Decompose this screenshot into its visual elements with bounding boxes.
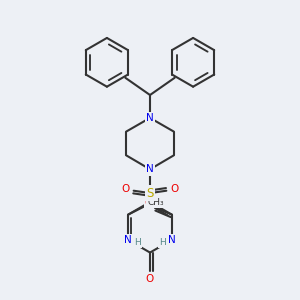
Text: O: O xyxy=(170,184,179,194)
Text: N: N xyxy=(146,164,154,174)
Text: CH₃: CH₃ xyxy=(147,198,164,207)
Text: H: H xyxy=(159,238,166,247)
Text: H: H xyxy=(134,238,141,247)
Text: O: O xyxy=(121,184,130,194)
Text: S: S xyxy=(146,187,154,200)
Text: N: N xyxy=(168,235,176,245)
Text: O: O xyxy=(145,198,153,208)
Text: N: N xyxy=(124,235,132,245)
Text: N: N xyxy=(146,113,154,123)
Text: O: O xyxy=(146,274,154,284)
